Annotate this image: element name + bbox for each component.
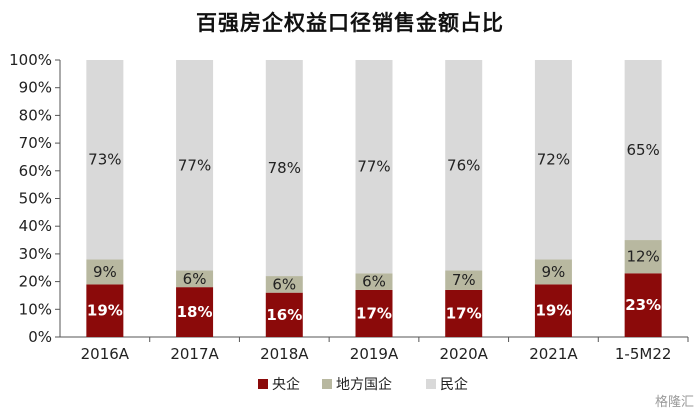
chart-title: 百强房企权益口径销售金额占比 bbox=[196, 11, 504, 35]
bar-segment-2 bbox=[176, 270, 214, 288]
data-label: 23% bbox=[625, 296, 661, 314]
bar-segment-3 bbox=[534, 60, 572, 260]
legend-label: 央企 bbox=[272, 376, 300, 393]
legend-swatch-2 bbox=[322, 379, 332, 389]
x-tick-label: 2019A bbox=[350, 345, 399, 363]
x-tick-label: 2020A bbox=[439, 345, 488, 363]
data-label: 7% bbox=[452, 271, 476, 289]
bar-segment-2 bbox=[265, 276, 303, 293]
y-tick-label: 80% bbox=[19, 106, 52, 124]
bar-segment-3 bbox=[355, 60, 393, 274]
bar-segment-1 bbox=[176, 287, 214, 337]
bar-segment-3 bbox=[445, 60, 483, 271]
y-tick-label: 100% bbox=[9, 51, 52, 69]
data-label: 72% bbox=[537, 151, 570, 169]
bar-segment-2 bbox=[534, 259, 572, 285]
data-label: 73% bbox=[88, 151, 121, 169]
y-tick-label: 0% bbox=[28, 328, 52, 346]
bar-segment-2 bbox=[445, 270, 483, 290]
y-tick-label: 90% bbox=[19, 79, 52, 97]
legend-label: 民企 bbox=[440, 376, 468, 393]
data-label: 65% bbox=[626, 141, 659, 159]
watermark-text: 格隆汇 bbox=[654, 395, 694, 410]
x-tick-label: 2016A bbox=[81, 345, 130, 363]
y-tick-label: 30% bbox=[19, 245, 52, 263]
bar-segment-1 bbox=[624, 273, 662, 337]
data-label: 16% bbox=[266, 306, 302, 324]
y-tick-label: 20% bbox=[19, 273, 52, 291]
bar-segment-1 bbox=[355, 289, 393, 337]
data-label: 19% bbox=[535, 302, 571, 320]
bar-segment-3 bbox=[624, 60, 662, 241]
data-label: 6% bbox=[183, 270, 207, 288]
legend-swatch-1 bbox=[258, 379, 268, 389]
x-tick-label: 2018A bbox=[260, 345, 309, 363]
data-label: 77% bbox=[357, 158, 390, 176]
y-tick-label: 70% bbox=[19, 134, 52, 152]
legend-label: 地方国企 bbox=[336, 376, 392, 393]
bar-segment-2 bbox=[355, 273, 393, 290]
data-label: 78% bbox=[268, 159, 301, 177]
bar-segment-3 bbox=[176, 60, 214, 271]
y-tick-label: 10% bbox=[19, 300, 52, 318]
bar-segment-3 bbox=[86, 60, 124, 260]
data-label: 6% bbox=[272, 275, 296, 293]
x-tick-label: 2017A bbox=[170, 345, 219, 363]
data-label: 12% bbox=[626, 248, 659, 266]
legend-swatch-3 bbox=[426, 379, 436, 389]
data-label: 77% bbox=[178, 156, 211, 174]
y-tick-label: 50% bbox=[19, 190, 52, 208]
data-label: 17% bbox=[446, 304, 482, 322]
bar-segment-2 bbox=[624, 240, 662, 274]
bar-segment-1 bbox=[534, 284, 572, 337]
bar-segment-2 bbox=[86, 259, 124, 285]
data-label: 9% bbox=[93, 263, 117, 281]
data-label: 9% bbox=[542, 263, 566, 281]
data-label: 19% bbox=[87, 302, 123, 320]
x-tick-label: 1-5M22 bbox=[615, 345, 672, 363]
data-label: 18% bbox=[177, 303, 213, 321]
y-tick-label: 40% bbox=[19, 217, 52, 235]
data-label: 76% bbox=[447, 156, 480, 174]
x-tick-label: 2021A bbox=[529, 345, 578, 363]
data-label: 17% bbox=[356, 304, 392, 322]
data-label: 6% bbox=[362, 273, 386, 291]
bar-segment-3 bbox=[265, 60, 303, 277]
bar-segment-1 bbox=[265, 292, 303, 337]
bar-segment-1 bbox=[86, 284, 124, 337]
y-tick-label: 60% bbox=[19, 162, 52, 180]
bar-segment-1 bbox=[445, 289, 483, 337]
